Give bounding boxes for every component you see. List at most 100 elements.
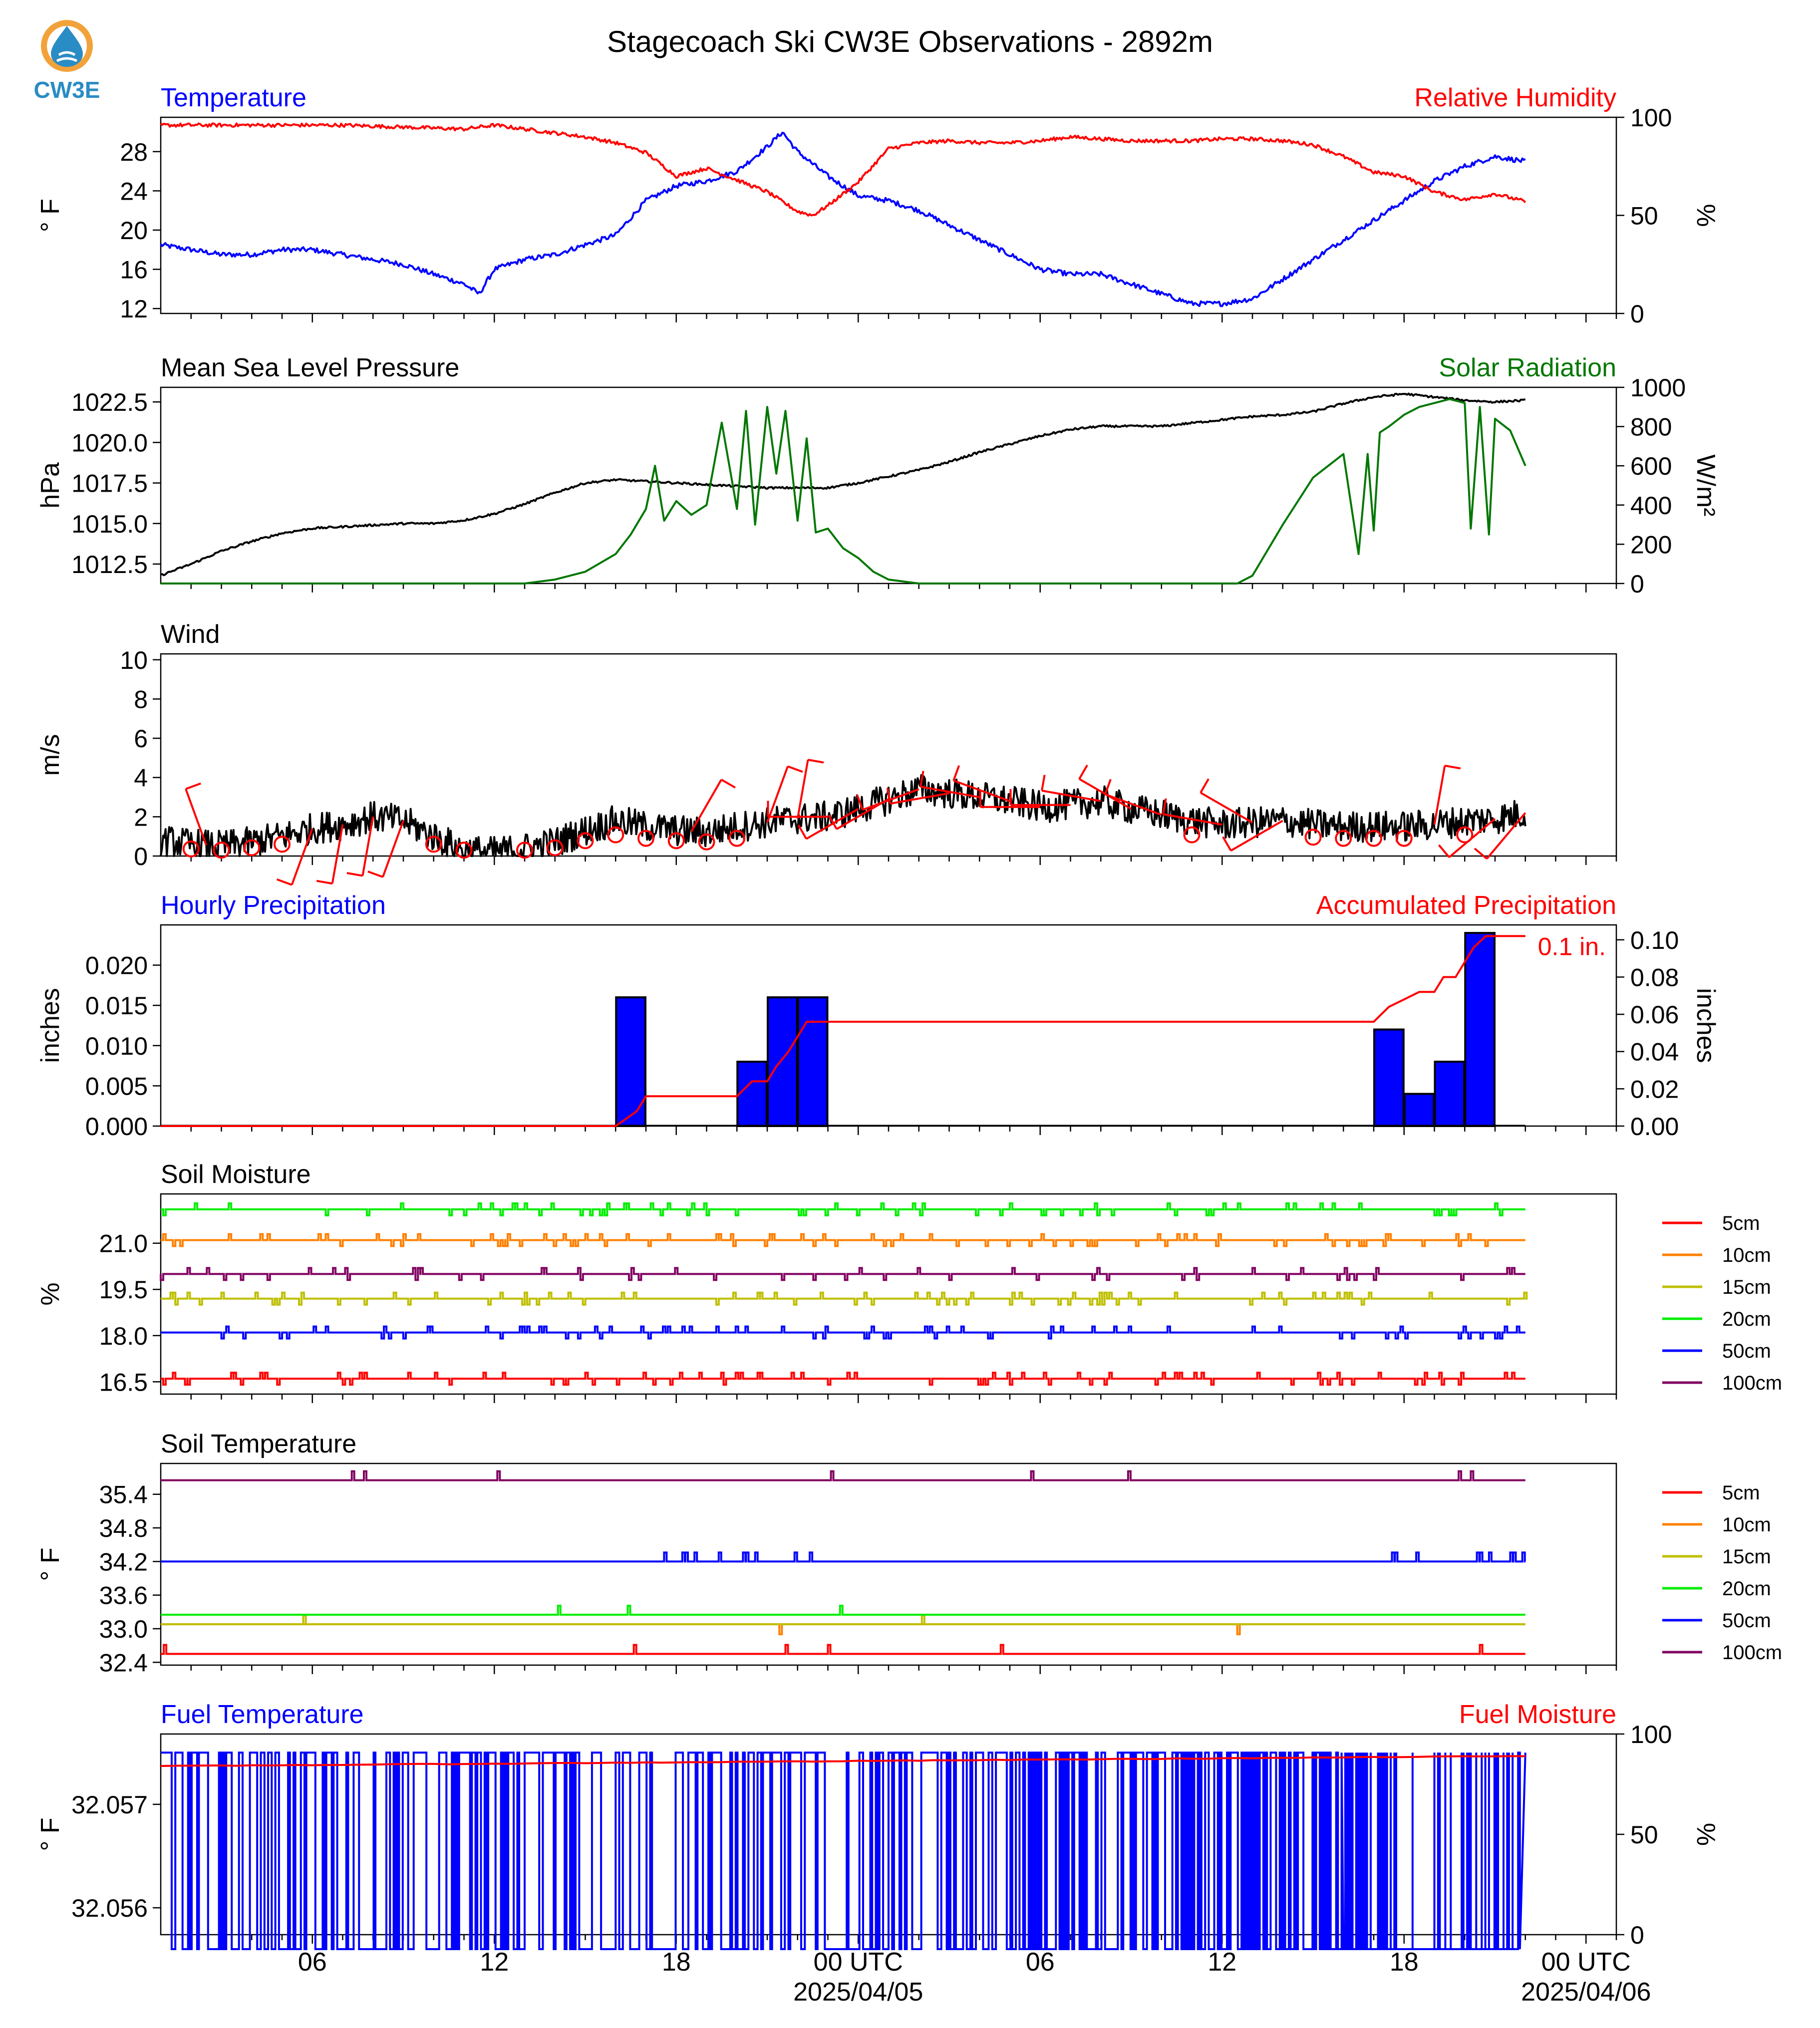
y2-tick-label: 50 bbox=[1630, 202, 1658, 230]
y-axis-label: ° F bbox=[36, 1547, 65, 1581]
wind-barb-staff bbox=[690, 779, 722, 832]
legend-label: 20cm bbox=[1722, 1578, 1771, 1600]
panel-precipitation: 0.000 0.005 0.010 0.015 0.020 inches 0.00 0.02 0… bbox=[36, 891, 1720, 1141]
temperature-line bbox=[160, 131, 1526, 307]
wind-barb-staff bbox=[953, 779, 1010, 802]
panel-title-left: Temperature bbox=[161, 83, 306, 112]
y-tick-label: 16 bbox=[120, 256, 148, 284]
wind-barb-staff bbox=[1105, 793, 1162, 816]
soil-temperature-15cm-line bbox=[161, 1614, 1525, 1626]
wind-barb-flag bbox=[1438, 844, 1450, 858]
x-tick-label: 00 UTC bbox=[814, 1948, 903, 1977]
wind-barb-flag bbox=[276, 878, 293, 886]
x-tick-label: 12 bbox=[1208, 1948, 1236, 1977]
y-tick-label: 19.5 bbox=[99, 1276, 148, 1304]
calm-wind-marker bbox=[243, 839, 261, 857]
wind-barb-flag bbox=[316, 879, 333, 885]
wind-barb-flag bbox=[346, 872, 363, 877]
wind-barb-staff bbox=[796, 759, 809, 819]
legend-label: 100cm bbox=[1722, 1642, 1782, 1664]
y-tick-label: 20 bbox=[120, 217, 148, 245]
soil-temperature-100cm-line bbox=[161, 1470, 1525, 1481]
y2-axis-label: W/m² bbox=[1691, 454, 1720, 516]
wind-barb-flag bbox=[787, 765, 803, 773]
calm-wind-marker bbox=[1335, 830, 1352, 847]
y2-tick-label: 200 bbox=[1630, 531, 1672, 559]
legend-label: 5cm bbox=[1722, 1482, 1760, 1504]
y2-tick-label: 0 bbox=[1630, 570, 1644, 598]
panel-title-left: Mean Sea Level Pressure bbox=[161, 353, 459, 382]
calm-wind-marker bbox=[637, 830, 654, 847]
y-tick-label: 28 bbox=[120, 138, 148, 166]
calm-wind-marker bbox=[1456, 826, 1474, 844]
wind-barb-flag bbox=[1200, 778, 1210, 794]
y2-tick-label: 0 bbox=[1630, 1921, 1644, 1949]
x-tick-label: 18 bbox=[662, 1948, 691, 1977]
fuel-moisture-line bbox=[160, 1755, 1525, 1767]
panel-title-right: Solar Radiation bbox=[1439, 353, 1616, 382]
wind-barb-staff bbox=[1448, 818, 1496, 858]
y-axis-label: hPa bbox=[36, 462, 65, 509]
x-tick-label: 18 bbox=[1390, 1948, 1419, 1977]
panel-soil-moisture: 16.5 18.0 19.5 21.0% Soil Moisture 5cm 10cm 15c… bbox=[36, 1160, 1782, 1403]
y-tick-label: 0 bbox=[134, 843, 148, 870]
y-tick-label: 1020.0 bbox=[71, 429, 148, 457]
wind-barb-flag bbox=[808, 759, 824, 764]
panel-soil-temperature: 32.4 33.0 33.6 34.2 34.8 35.4 ° F Soil Temperat… bbox=[36, 1430, 1782, 1677]
panel-title-right: Fuel Moisture bbox=[1459, 1700, 1616, 1729]
calm-wind-marker bbox=[182, 840, 200, 858]
y-axis-label: ° F bbox=[36, 1817, 65, 1851]
accumulated-total-label: 0.1 in. bbox=[1538, 932, 1606, 960]
wind-barb-staff bbox=[1200, 792, 1253, 824]
legend-label: 15cm bbox=[1722, 1276, 1771, 1298]
humidity-line bbox=[160, 122, 1526, 217]
y-tick-label: 1017.5 bbox=[71, 470, 148, 498]
y-tick-label: 33.0 bbox=[99, 1615, 148, 1643]
y-tick-label: 0.020 bbox=[85, 952, 148, 980]
y-tick-label: 0.010 bbox=[85, 1032, 148, 1060]
y-tick-label: 6 bbox=[134, 725, 148, 753]
legend-label: 10cm bbox=[1722, 1514, 1771, 1536]
y2-tick-label: 0 bbox=[1630, 300, 1644, 328]
y-tick-label: 2 bbox=[134, 803, 148, 831]
wind-barb-staff bbox=[361, 817, 374, 876]
y2-axis-label: % bbox=[1691, 1823, 1720, 1846]
calm-wind-marker bbox=[728, 830, 746, 847]
wind-barb-flag bbox=[828, 815, 838, 830]
wind-barb-staff bbox=[1163, 813, 1222, 826]
wind-barb-staff bbox=[766, 766, 789, 823]
calm-wind-marker bbox=[425, 836, 442, 853]
wind-barb-flag bbox=[185, 782, 201, 790]
y-tick-label: 16.5 bbox=[99, 1368, 148, 1396]
calm-wind-marker bbox=[1304, 829, 1322, 846]
wind-barb-staff bbox=[185, 788, 208, 846]
wind-speed-line bbox=[160, 774, 1526, 857]
y-tick-label: 21.0 bbox=[99, 1230, 148, 1258]
y2-axis-label: % bbox=[1691, 204, 1720, 227]
wind-barb-flag bbox=[886, 788, 892, 804]
wind-barb-flag bbox=[1474, 848, 1488, 860]
x-tick-label: 12 bbox=[480, 1948, 509, 1977]
wind-barb-staff bbox=[291, 828, 313, 885]
y2-tick-label: 400 bbox=[1630, 492, 1672, 520]
wind-barb-flag bbox=[919, 771, 924, 787]
panel-title-left: Wind bbox=[161, 620, 220, 649]
calm-wind-marker bbox=[516, 842, 533, 859]
hourly-precip-bar bbox=[1403, 1093, 1435, 1128]
panel-title-right: Relative Humidity bbox=[1414, 83, 1616, 112]
y-axis-label: m/s bbox=[36, 734, 65, 776]
pressure-line bbox=[160, 392, 1526, 577]
wind-barb-flag bbox=[721, 779, 736, 789]
calm-wind-marker bbox=[577, 832, 594, 850]
y-tick-label: 1015.0 bbox=[71, 510, 148, 538]
wind-barb-flag bbox=[1041, 775, 1046, 791]
y2-axis-label: inches bbox=[1691, 988, 1720, 1063]
soil-moisture-10cm-line bbox=[161, 1233, 1525, 1247]
logo-drop-icon bbox=[51, 26, 83, 67]
y-tick-label: 24 bbox=[120, 177, 148, 205]
wind-barb-staff bbox=[331, 824, 344, 884]
soil-moisture-100cm-line bbox=[160, 1267, 1525, 1281]
wind-barb-staff bbox=[1230, 820, 1283, 852]
y2-tick-label: 0.00 bbox=[1630, 1113, 1679, 1141]
